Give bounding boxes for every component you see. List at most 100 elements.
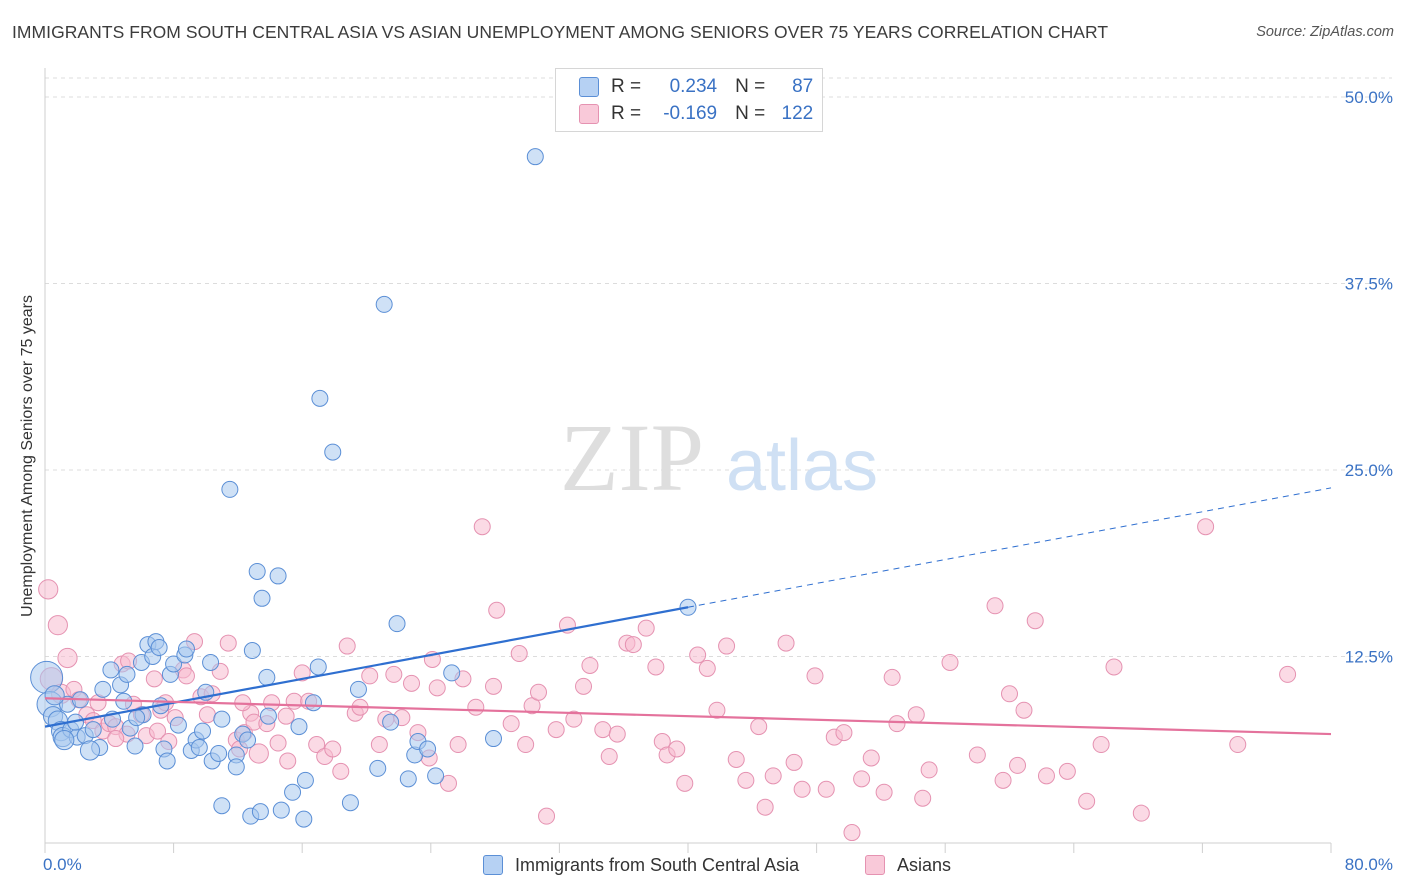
south-central-asia-point [126, 737, 144, 755]
legend-blue-r-label: R = [611, 76, 642, 97]
asians-point [737, 771, 755, 789]
south-central-asia-point [177, 640, 195, 658]
south-central-asia-point [382, 713, 400, 731]
asians-point [853, 770, 871, 788]
asians-point [473, 518, 491, 536]
asians-point [718, 637, 736, 655]
asians-point [467, 698, 485, 716]
legend-pink-n-label: N = [735, 103, 766, 124]
asians-point [484, 677, 502, 695]
south-central-asia-point [165, 655, 183, 673]
asians-point [708, 701, 726, 719]
x-tick-label-max: 80.0% [1345, 855, 1393, 874]
asians-point [370, 736, 388, 754]
south-central-asia-point [269, 567, 287, 585]
asians-point [608, 725, 626, 743]
asians-point [624, 636, 642, 654]
bottom-legend-swatch-blue [483, 855, 503, 875]
bottom-legend-blue-label: Immigrants from South Central Asia [515, 854, 800, 875]
asians-point [1009, 756, 1027, 774]
asians-point [538, 807, 556, 825]
asians-point [248, 743, 269, 764]
asians-point [835, 724, 853, 742]
south-central-asia-point [239, 731, 257, 749]
legend-swatch-blue [579, 77, 599, 97]
south-central-asia-point [296, 771, 314, 789]
asians-point [403, 674, 421, 692]
legend-blue-n-value: 87 [792, 76, 814, 97]
source-credit: Source: ZipAtlas.com [1256, 24, 1394, 40]
asians-point [1279, 665, 1297, 683]
south-central-asia-point [272, 801, 290, 819]
south-central-asia-point [311, 389, 329, 407]
asians-point [149, 722, 167, 740]
south-central-asia-point [427, 767, 445, 785]
chart-title: IMMIGRANTS FROM SOUTH CENTRAL ASIA VS AS… [12, 22, 1109, 42]
asians-point [907, 706, 925, 724]
asians-point [1197, 518, 1215, 536]
south-central-asia-point [304, 694, 322, 712]
south-central-asia-point [213, 797, 231, 815]
south-central-asia-point [248, 562, 266, 580]
legend-swatch-pink [579, 104, 599, 124]
asians-point [806, 667, 824, 685]
south-central-asia-point [290, 718, 308, 736]
south-central-asia-point [258, 668, 276, 686]
asians-point [1105, 658, 1123, 676]
asians-point [324, 740, 342, 758]
asians-point [994, 771, 1012, 789]
south-central-asia-point [309, 658, 327, 676]
south-central-asia-point [202, 653, 220, 671]
south-central-asia-point [190, 739, 208, 757]
south-central-asia-point [388, 615, 406, 633]
asians-point [530, 683, 548, 701]
asians-point [1015, 701, 1033, 719]
asians-point [1132, 804, 1150, 822]
south-central-asia-point [210, 744, 228, 762]
asians-point [647, 658, 665, 676]
legend-blue-n-label: N = [735, 76, 766, 97]
asians-point [502, 715, 520, 733]
asians-point [510, 645, 528, 663]
asians-point [698, 659, 716, 677]
south-central-asia-point [369, 759, 387, 777]
asians-point [1026, 612, 1044, 630]
asians-point [668, 740, 686, 758]
asians-point [177, 667, 195, 685]
asians-point [293, 664, 311, 682]
asians-point [57, 647, 78, 669]
asians-point [914, 789, 932, 807]
south-central-asia-point [84, 721, 102, 739]
watermark: ZIP atlas [560, 404, 878, 511]
y-tick-label: 50.0% [1345, 88, 1393, 107]
asians-point [1058, 762, 1076, 780]
asians-point [219, 634, 237, 652]
y-tick-label: 37.5% [1345, 275, 1393, 294]
asians-point [107, 730, 125, 748]
asians-point [817, 780, 835, 798]
asians-point [517, 736, 535, 754]
trend-line-south-central-asia [44, 606, 689, 728]
south-central-asia-point [284, 783, 302, 801]
watermark-atlas: atlas [726, 426, 878, 506]
tick-labels: 12.5% 25.0% 37.5% 50.0% 0.0% 80.0% [43, 88, 1393, 874]
south-central-asia-point [349, 680, 367, 698]
asians-point [428, 679, 446, 697]
south-central-asia-point [227, 758, 245, 776]
asians-point [1092, 736, 1110, 754]
asians-point [756, 798, 774, 816]
asians-point [449, 736, 467, 754]
legend-pink-r-label: R = [611, 103, 642, 124]
legend-blue-r-value: 0.234 [669, 76, 718, 97]
bottom-legend-pink-label: Asians [897, 854, 952, 875]
asians-point [777, 634, 795, 652]
asians-point [1001, 685, 1018, 703]
south-central-asia-points [30, 148, 697, 828]
asians-point [198, 706, 216, 724]
legend-row-blue: R = 0.234 N = 87 [556, 75, 813, 99]
bottom-legend-pink: Asians [865, 852, 951, 878]
south-central-asia-point [419, 740, 437, 758]
asians-point [888, 715, 906, 733]
y-tick-label: 25.0% [1345, 461, 1393, 480]
asians-point [547, 721, 565, 739]
